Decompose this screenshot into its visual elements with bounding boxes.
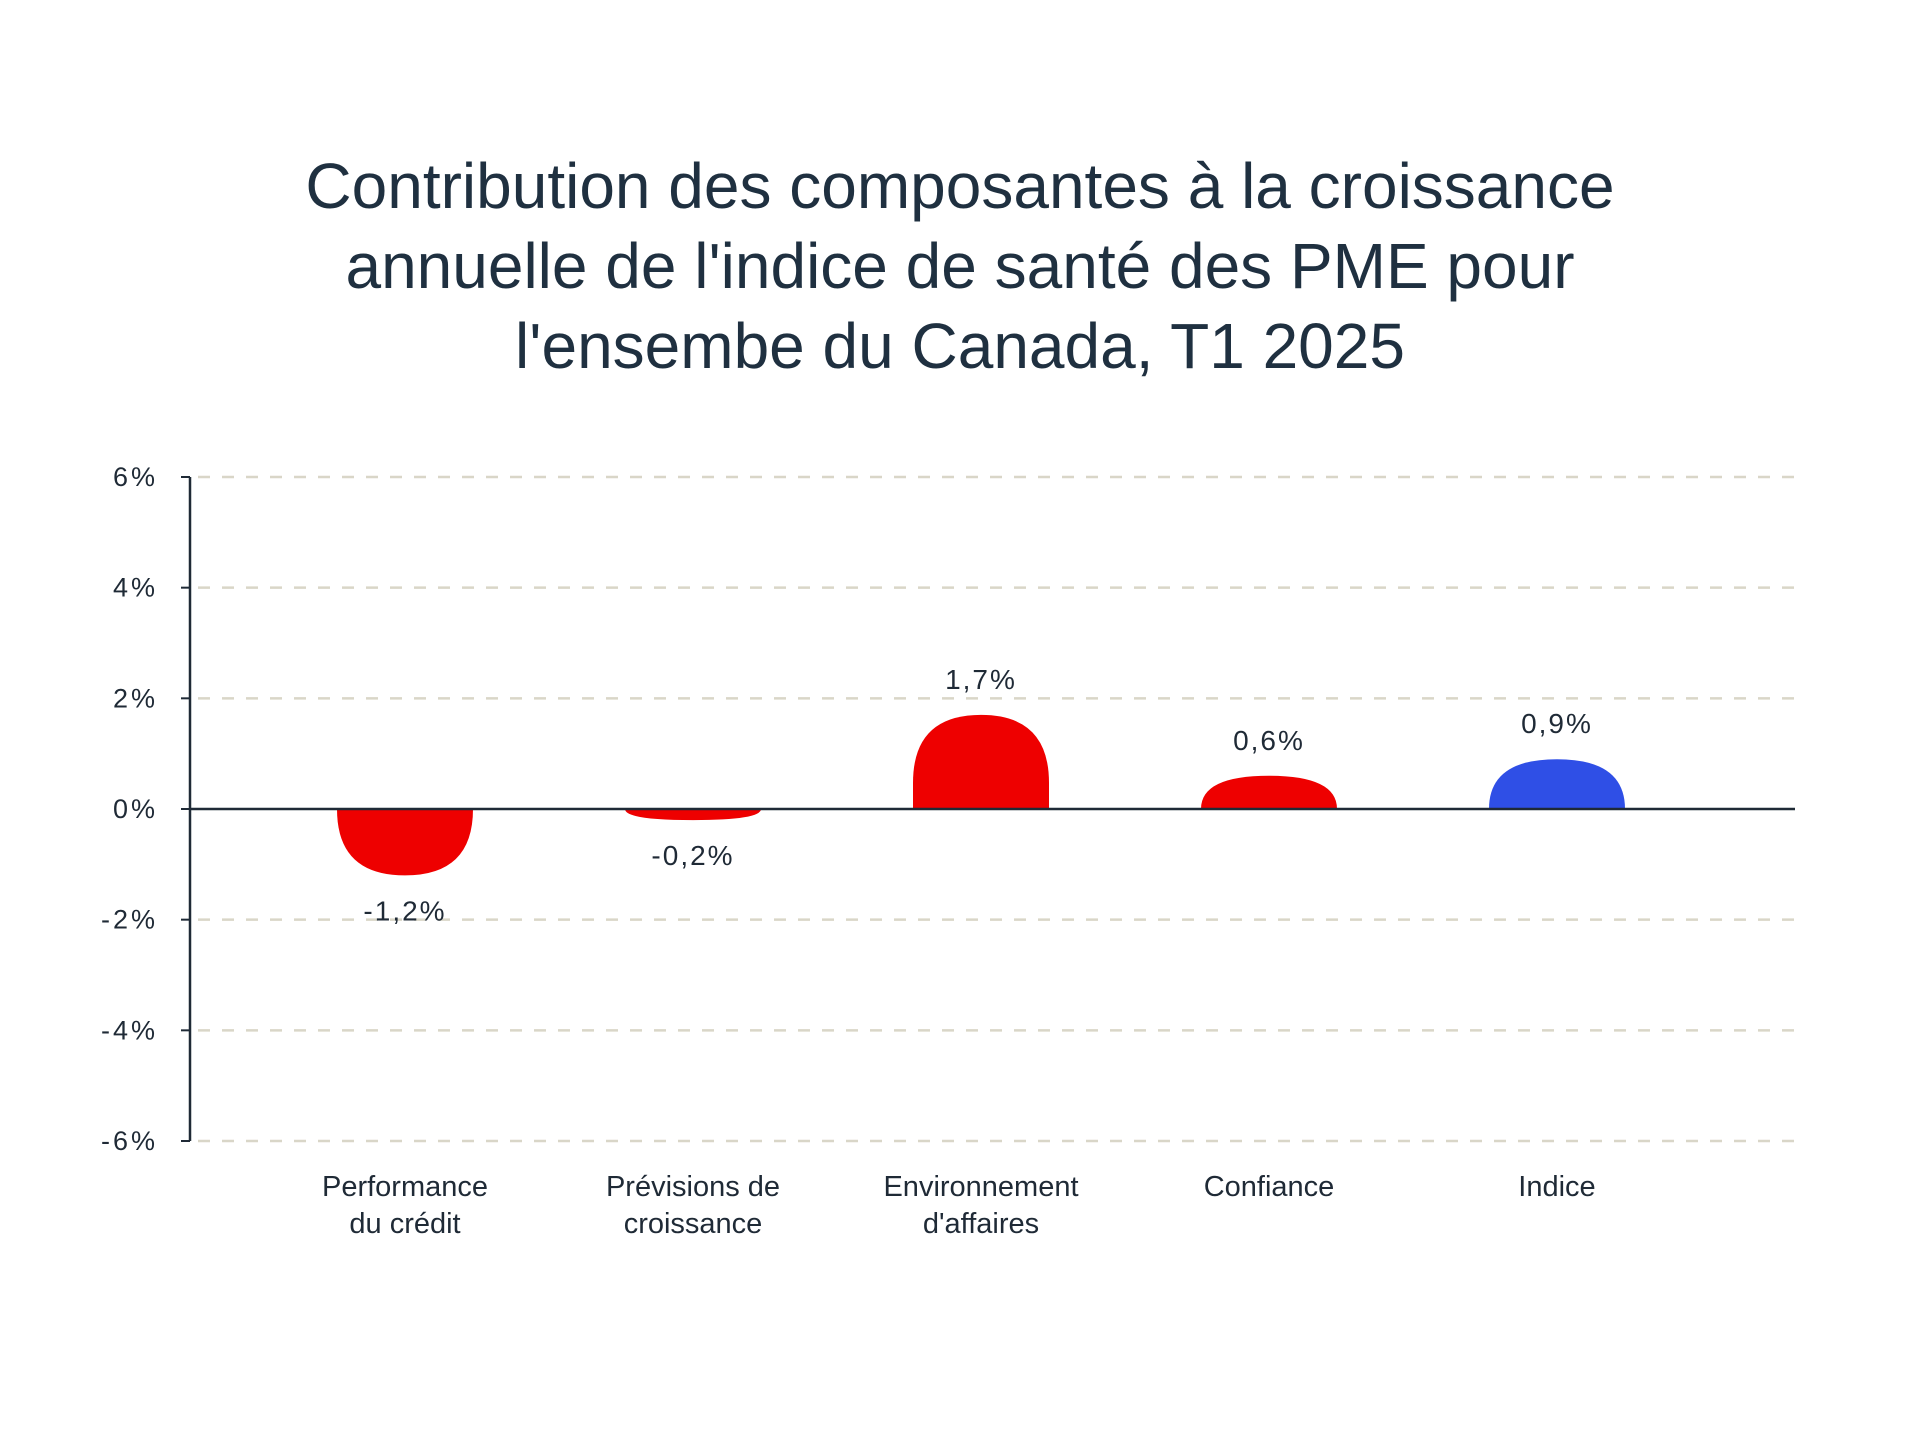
bars	[337, 714, 1625, 876]
x-category-label: Indice	[1518, 1171, 1595, 1203]
data-label: 1,7%	[945, 664, 1017, 695]
bar	[913, 714, 1049, 809]
y-tick-label: -6%	[101, 1126, 158, 1156]
y-tick-label: 0%	[113, 794, 158, 824]
x-category-label: Performance	[322, 1171, 488, 1203]
y-tick-label: 2%	[113, 683, 158, 713]
chart-title-line-2: annuelle de l'indice de santé des PME po…	[345, 230, 1575, 302]
y-tick-label: -4%	[101, 1015, 158, 1045]
y-tick-label: 4%	[113, 573, 158, 603]
x-category-label: du crédit	[349, 1208, 460, 1240]
bar	[337, 809, 473, 876]
bar	[1489, 759, 1625, 809]
x-category-label: Environnement	[883, 1171, 1078, 1203]
x-category-label: Confiance	[1204, 1171, 1335, 1203]
x-category-label: d'affaires	[923, 1208, 1039, 1240]
bar	[625, 809, 761, 821]
chart-title-line-1: Contribution des composantes à la croiss…	[305, 150, 1615, 222]
data-label: -1,2%	[363, 895, 446, 926]
data-label: 0,6%	[1233, 725, 1305, 756]
chart-title: Contribution des composantes à la croiss…	[0, 146, 1920, 386]
axes	[181, 476, 1795, 1142]
bar	[1201, 775, 1337, 809]
y-tick-label: -2%	[101, 905, 158, 935]
chart-title-line-3: l'ensembe du Canada, T1 2025	[515, 310, 1405, 382]
grid-lines	[198, 475, 1795, 1143]
x-category-label: croissance	[624, 1208, 763, 1240]
x-category-label: Prévisions de	[606, 1171, 780, 1203]
y-tick-label: 6%	[113, 462, 158, 492]
labels: 6% 4% 2% 0% -2% -4% -6% -1,2% Performance du créd…	[101, 462, 1596, 1240]
data-label: 0,9%	[1521, 708, 1593, 739]
data-label: -0,2%	[651, 840, 734, 871]
